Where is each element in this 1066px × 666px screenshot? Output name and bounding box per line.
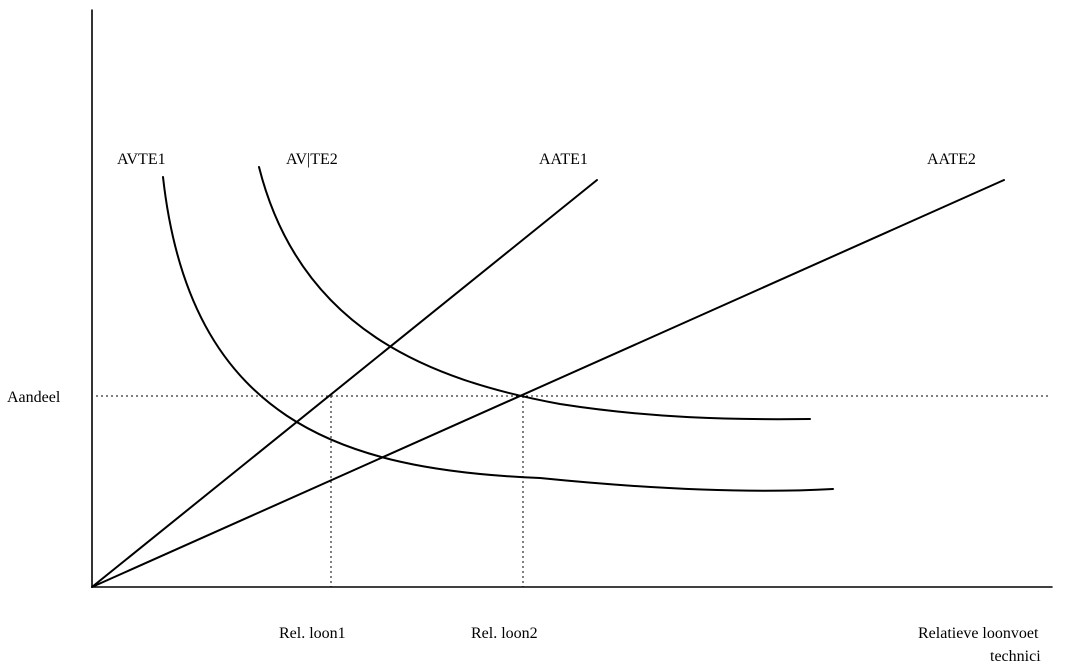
aate1-line [91, 179, 598, 588]
aate1-label: AATE1 [539, 151, 588, 168]
avte2-curve [258, 166, 811, 421]
avte1-label: AVTE1 [117, 151, 166, 168]
x-tick-label-rel-loon2: Rel. loon2 [471, 625, 538, 642]
aate2-label: AATE2 [927, 151, 976, 168]
avte1-curve [162, 176, 834, 492]
aate2-line [91, 179, 1005, 588]
y-axis-label: Aandeel [7, 389, 61, 406]
x-axis-label-line1: Relatieve loonvoet [918, 625, 1039, 642]
avte2-label: AV|TE2 [286, 151, 338, 168]
x-tick-label-rel-loon1: Rel. loon1 [279, 625, 346, 642]
x-axis-label-line2: technici [990, 648, 1041, 665]
